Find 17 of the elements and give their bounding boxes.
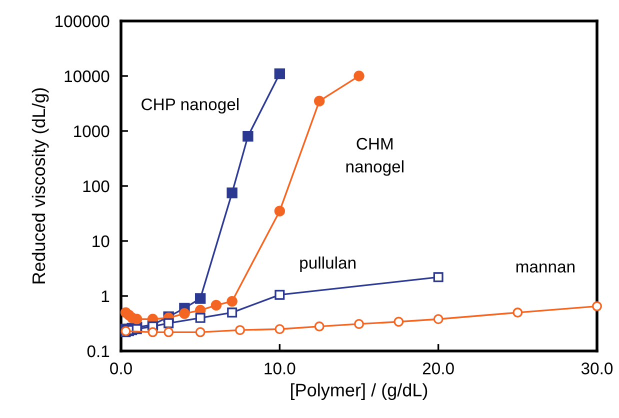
x-tick-label: 10.0: [264, 362, 296, 374]
y-tick-label: 10000: [64, 70, 110, 82]
x-axis-title: [Polymer] / (g/dL): [291, 383, 428, 400]
series-label: CHP nanogel: [142, 98, 238, 114]
y-tick-label: 100000: [56, 15, 110, 28]
x-tick-label: 0.0: [110, 362, 132, 374]
y-tick-label: 1000: [74, 125, 110, 138]
series-label: pullulan: [300, 256, 356, 272]
text: mannan: [516, 263, 574, 273]
text: CHM nanogel: [346, 138, 404, 176]
y-tick-label: 10: [92, 235, 110, 248]
y-axis-title: Reduced viscosity (dL/g): [32, 88, 49, 284]
y-tick-label: 1: [102, 290, 110, 302]
y-tick-label: 0.1: [87, 345, 110, 358]
x-tick-label: 30.0: [581, 362, 613, 374]
x-tick-label: 20.0: [422, 362, 454, 374]
y-tick-label: 100: [83, 180, 110, 192]
